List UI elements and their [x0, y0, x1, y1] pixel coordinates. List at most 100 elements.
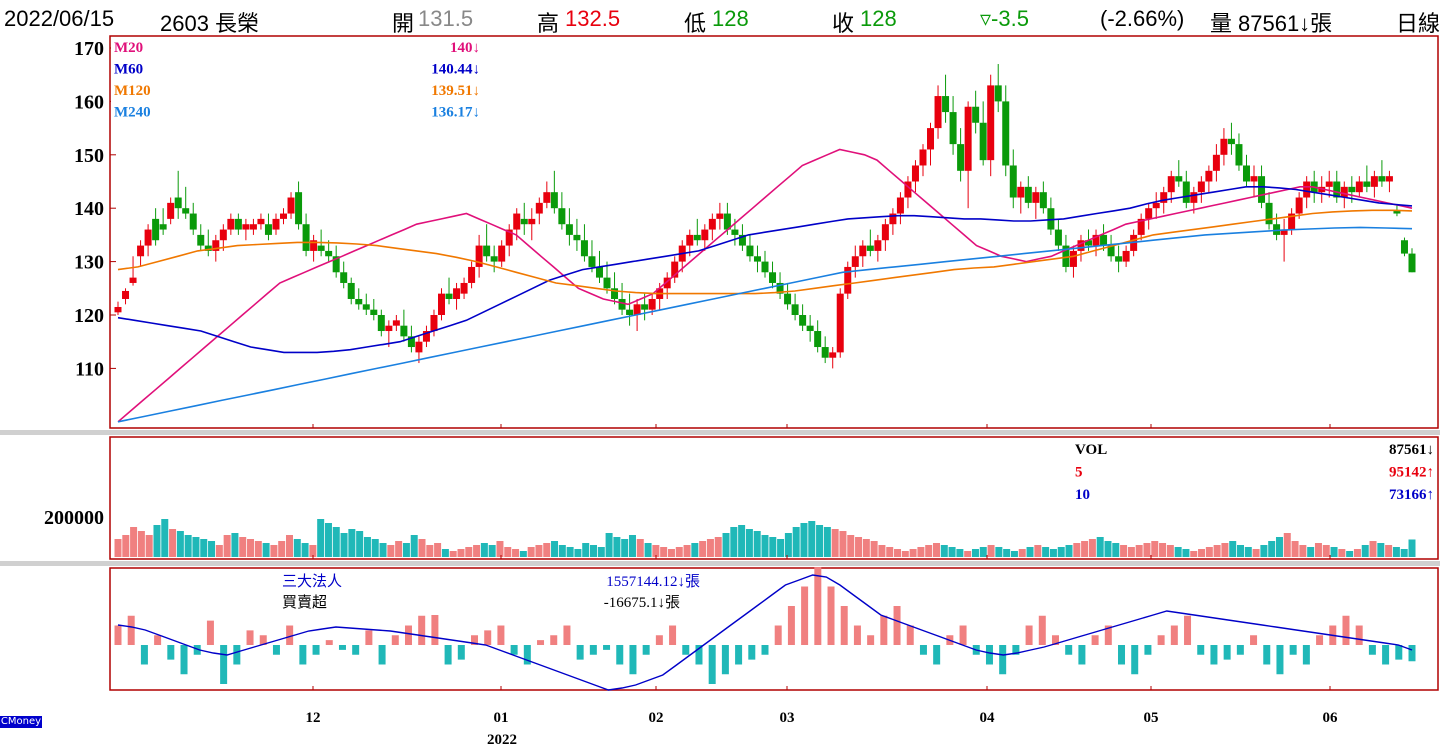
candle-body	[821, 347, 829, 358]
candle-body	[565, 224, 573, 235]
candle-body	[490, 256, 498, 262]
volume-bar	[628, 535, 636, 557]
inst-bar	[1038, 615, 1046, 645]
candle-body	[325, 250, 333, 257]
candle-body	[836, 293, 844, 353]
volume-bar	[418, 539, 426, 557]
volume-bar	[722, 533, 730, 557]
candle-body	[317, 245, 325, 251]
candle-body	[1258, 176, 1266, 203]
candle-body	[1092, 234, 1100, 246]
volume-bar	[831, 529, 839, 557]
volume-bar	[278, 541, 286, 557]
volume-bar	[605, 533, 613, 557]
x-tick-label: 02	[649, 710, 664, 726]
volume-bar	[449, 551, 457, 557]
candle-body	[1017, 186, 1025, 198]
candle-body	[957, 144, 965, 171]
inst-bar	[471, 635, 479, 645]
y-tick-label: 170	[74, 38, 104, 60]
volume-bar	[862, 539, 870, 557]
inst-bar	[431, 606, 439, 645]
candle-body	[249, 224, 257, 230]
volume-bar	[1205, 547, 1213, 557]
x-tick-label: 12	[306, 710, 321, 726]
inst-bar	[761, 645, 769, 655]
volume-bar	[551, 541, 559, 557]
ma-line-m120	[117, 209, 1413, 295]
candle-body	[234, 218, 242, 230]
candle-body	[1265, 202, 1273, 225]
volume-bar	[402, 543, 410, 557]
volume-bar	[948, 547, 956, 557]
volume-bar	[652, 545, 660, 557]
candle-body	[1273, 224, 1281, 235]
volume-bar	[1221, 543, 1229, 557]
volume-bar	[1260, 545, 1268, 557]
volume-panel-frame	[109, 436, 1439, 560]
ma-legend-value: 140.44↓	[431, 62, 480, 78]
candle-body	[1242, 165, 1250, 182]
candle-body	[520, 218, 528, 225]
inst-bar	[193, 645, 201, 655]
candle-body	[799, 315, 807, 326]
volume-bar	[239, 537, 247, 557]
candle-body	[438, 293, 445, 315]
volume-bar	[441, 549, 449, 557]
candle-body	[1378, 176, 1386, 182]
inst-bar	[550, 635, 558, 645]
candle-body	[693, 234, 701, 241]
inst-bar	[114, 625, 122, 645]
volume-bar	[878, 545, 886, 557]
candle-body	[332, 256, 340, 273]
candle-body	[588, 256, 596, 267]
candle-body	[483, 245, 491, 257]
candle-body	[204, 245, 212, 251]
volume-bar	[1385, 545, 1393, 557]
candle-body	[896, 197, 904, 214]
inst-bar	[523, 645, 531, 665]
low-value: 128	[712, 6, 749, 31]
candle-body	[1107, 245, 1115, 257]
vol-legend-box	[1070, 438, 1437, 510]
candle-body	[400, 325, 408, 337]
candle-body	[1370, 176, 1378, 187]
candle-body	[626, 309, 634, 315]
candle-body	[227, 218, 235, 230]
candle-body	[475, 245, 483, 267]
candle-body	[987, 85, 995, 161]
candle-body	[513, 213, 521, 230]
volume-bar	[527, 547, 535, 557]
inst-bar	[748, 645, 756, 660]
candle-body	[919, 149, 927, 166]
volume-bar	[434, 543, 442, 557]
candle-body	[1212, 154, 1220, 171]
ma-legend-box	[111, 37, 483, 127]
volume-bar	[184, 535, 192, 557]
volume-bar	[1159, 543, 1167, 557]
inst-bar	[378, 645, 386, 665]
volume-bar	[1166, 545, 1174, 557]
open-label: 開	[392, 11, 415, 36]
candle-body	[994, 85, 1002, 102]
watermark: CMoney	[0, 716, 42, 728]
inst-bar	[603, 645, 611, 650]
candle-body	[829, 352, 837, 358]
ma-legend-name: M20	[114, 40, 143, 56]
volume-bar	[987, 545, 995, 557]
candle-body	[1009, 165, 1017, 198]
inst-bar	[999, 645, 1007, 675]
inst-bar	[391, 635, 399, 645]
inst-bar	[1276, 645, 1284, 675]
candle-body	[167, 202, 175, 219]
candle-body	[1032, 192, 1040, 203]
volume-bar	[566, 547, 574, 557]
candle-body	[1355, 181, 1363, 193]
candle-body	[1054, 229, 1062, 246]
volume-bar	[1392, 547, 1400, 557]
candle-body	[1400, 240, 1408, 254]
volume-bar	[1268, 541, 1276, 557]
inst-bar	[1012, 645, 1020, 655]
inst-bar	[180, 645, 188, 675]
volume-bar	[1135, 545, 1143, 557]
